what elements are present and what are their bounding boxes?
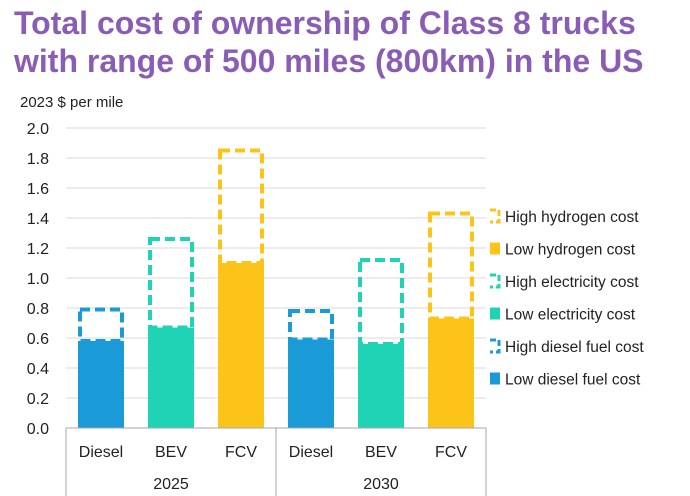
x-category-label: Diesel bbox=[289, 444, 333, 461]
y-tick-label: 0.0 bbox=[27, 421, 49, 438]
legend-swatch-diesel-low bbox=[490, 372, 500, 385]
bar-low-fcv-2025 bbox=[218, 263, 264, 428]
legend-label: Low electricity cost bbox=[505, 307, 636, 324]
x-category-label: FCV bbox=[225, 444, 257, 461]
legend-swatch-electricity-low bbox=[490, 307, 500, 320]
bar-low-diesel-2025 bbox=[78, 341, 124, 428]
legend-label: High electricity cost bbox=[505, 274, 639, 291]
y-tick-label: 0.8 bbox=[27, 301, 49, 318]
bar-low-bev-2025 bbox=[148, 327, 194, 428]
legend: High hydrogen cost Low hydrogen cost High … bbox=[490, 208, 644, 389]
y-tick-label: 0.4 bbox=[27, 361, 49, 378]
chart-title-line-1: Total cost of ownership of Class 8 truck… bbox=[14, 5, 636, 41]
x-category-label: BEV bbox=[365, 444, 397, 461]
legend-label: Low diesel fuel cost bbox=[505, 372, 641, 389]
bars bbox=[78, 148, 474, 428]
x-category-label: Diesel bbox=[79, 444, 123, 461]
x-category-label: BEV bbox=[155, 444, 187, 461]
legend-label: Low hydrogen cost bbox=[505, 242, 636, 259]
axes: 0.0 0.2 0.4 0.6 0.8 1.0 1.2 1.4 1.6 1.8 2.0 Diesel B… bbox=[27, 121, 487, 496]
gridlines bbox=[66, 127, 486, 399]
bar-high-diesel-2025 bbox=[78, 307, 124, 343]
y-tick-label: 1.0 bbox=[27, 271, 49, 288]
x-group-label: 2025 bbox=[153, 476, 189, 493]
bar-high-bev-2025 bbox=[148, 237, 194, 330]
bar-low-diesel-2030 bbox=[288, 339, 334, 428]
bar-high-diesel-2030 bbox=[288, 309, 334, 342]
bar-high-fcv-2025 bbox=[218, 148, 264, 265]
bar-low-fcv-2030 bbox=[428, 318, 474, 428]
y-axis-label: 2023 $ per mile bbox=[20, 94, 123, 111]
chart-title: Total cost of ownership of Class 8 truck… bbox=[14, 4, 686, 80]
y-tick-label: 1.8 bbox=[27, 151, 49, 168]
chart-title-line-2: with range of 500 miles (800km) in the U… bbox=[14, 43, 644, 79]
x-category-label: FCV bbox=[435, 444, 467, 461]
bar-low-bev-2030 bbox=[358, 344, 404, 428]
y-tick-label: 0.2 bbox=[27, 391, 49, 408]
y-tick-label: 1.2 bbox=[27, 241, 49, 258]
legend-swatch-electricity-high bbox=[490, 273, 501, 289]
legend-label: High hydrogen cost bbox=[505, 209, 639, 226]
y-tick-label: 0.6 bbox=[27, 331, 49, 348]
bar-high-bev-2030 bbox=[358, 258, 404, 346]
legend-swatch-diesel-high bbox=[490, 338, 501, 354]
y-tick-label: 1.4 bbox=[27, 211, 49, 228]
y-tick-label: 2.0 bbox=[27, 121, 49, 138]
bar-high-fcv-2030 bbox=[428, 211, 474, 321]
y-tick-label: 1.6 bbox=[27, 181, 49, 198]
legend-swatch-hydrogen-high bbox=[490, 208, 501, 224]
x-group-label: 2030 bbox=[363, 476, 399, 493]
legend-label: High diesel fuel cost bbox=[505, 339, 644, 356]
legend-swatch-hydrogen-low bbox=[490, 242, 500, 255]
